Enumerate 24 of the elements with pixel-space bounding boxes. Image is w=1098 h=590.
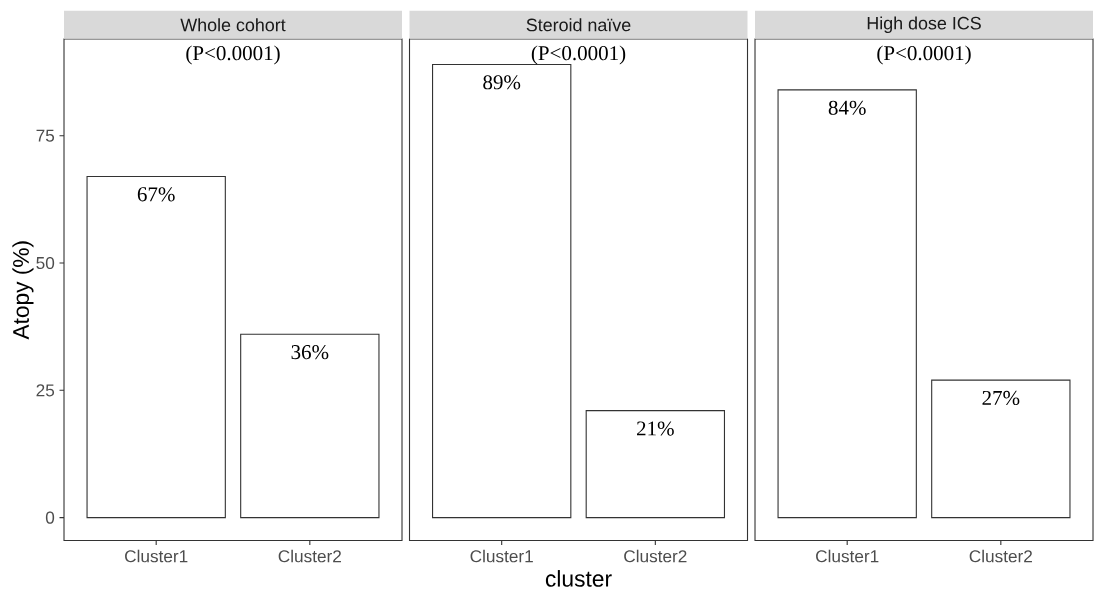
y-axis-title: Atopy (%) [12, 241, 34, 340]
data-label: 89% [483, 75, 521, 90]
y-tick-label: 50 [36, 256, 55, 270]
y-tick-label: 0 [45, 511, 55, 524]
chart-title: Whole cohort [180, 18, 286, 32]
chart-title: High dose ICS [867, 16, 981, 34]
y-tick-label: 25 [36, 384, 55, 397]
annotation: (P<0.0001) [186, 45, 280, 65]
data-label: 84% [828, 100, 866, 115]
data-label: 67% [137, 187, 175, 202]
x-axis-title: cluster [545, 570, 612, 587]
chart-title: Steroid naïve [526, 18, 631, 32]
annotation: (P<0.0001) [877, 45, 971, 65]
x-tick-label: Cluster2 [278, 549, 341, 563]
x-tick-label: Cluster1 [470, 549, 533, 563]
x-tick-label: Cluster2 [624, 549, 687, 563]
data-label: 27% [982, 390, 1020, 406]
data-label: 36% [291, 345, 329, 360]
x-tick-label: Cluster1 [816, 549, 879, 563]
data-label: 21% [637, 421, 674, 436]
annotation: (P<0.0001) [531, 45, 626, 65]
y-tick-label: 75 [36, 129, 55, 142]
x-tick-label: Cluster1 [125, 549, 188, 563]
x-tick-label: Cluster2 [969, 549, 1032, 563]
